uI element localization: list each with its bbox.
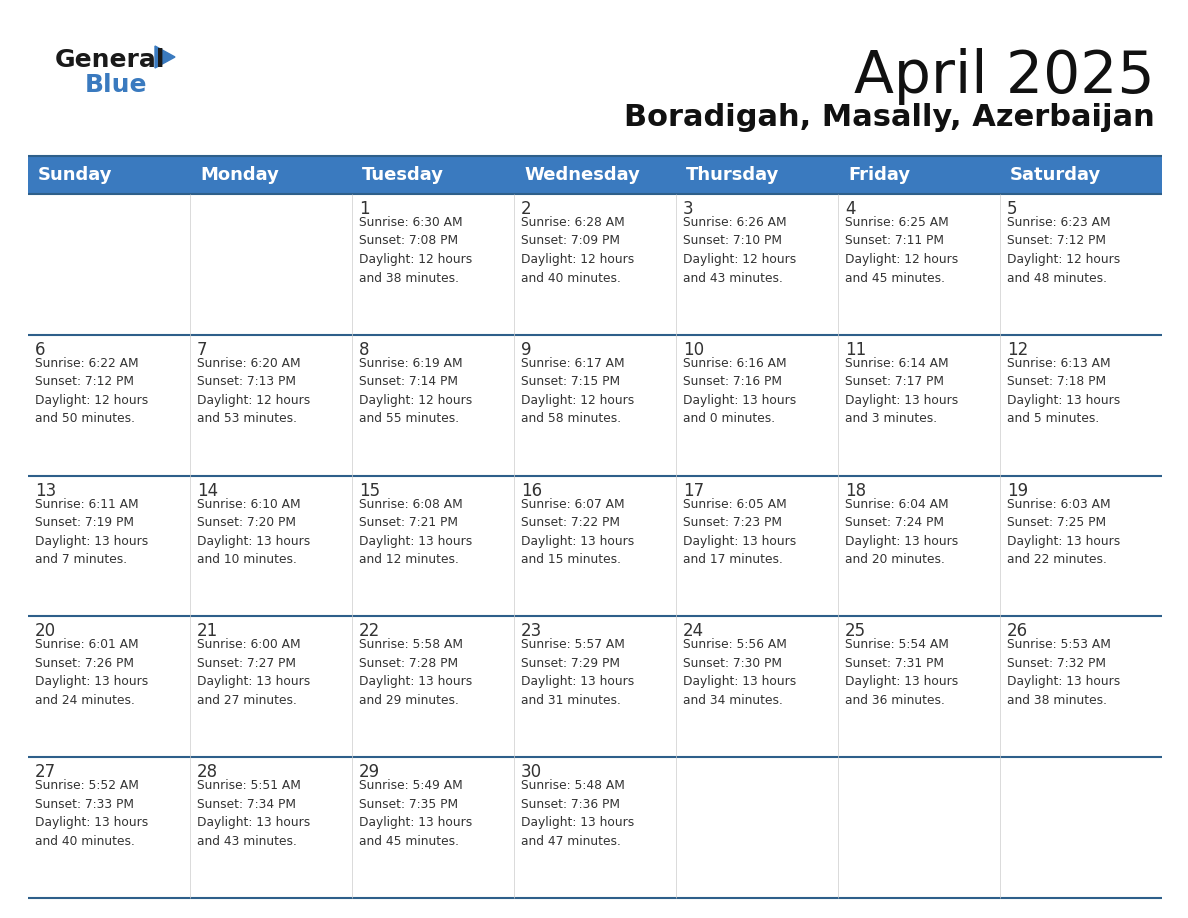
Text: April 2025: April 2025: [854, 48, 1155, 105]
Text: 6: 6: [34, 341, 45, 359]
Text: Sunrise: 6:23 AM
Sunset: 7:12 PM
Daylight: 12 hours
and 48 minutes.: Sunrise: 6:23 AM Sunset: 7:12 PM Dayligh…: [1007, 216, 1120, 285]
Bar: [29, 335, 1162, 476]
Text: 3: 3: [683, 200, 694, 218]
Text: 16: 16: [522, 482, 542, 499]
Text: 10: 10: [683, 341, 704, 359]
Text: 17: 17: [683, 482, 704, 499]
Polygon shape: [154, 46, 175, 68]
Text: 7: 7: [197, 341, 208, 359]
Text: Sunrise: 5:53 AM
Sunset: 7:32 PM
Daylight: 13 hours
and 38 minutes.: Sunrise: 5:53 AM Sunset: 7:32 PM Dayligh…: [1007, 638, 1120, 707]
Text: Sunrise: 5:49 AM
Sunset: 7:35 PM
Daylight: 13 hours
and 45 minutes.: Sunrise: 5:49 AM Sunset: 7:35 PM Dayligh…: [359, 779, 473, 847]
Text: Sunrise: 5:51 AM
Sunset: 7:34 PM
Daylight: 13 hours
and 43 minutes.: Sunrise: 5:51 AM Sunset: 7:34 PM Dayligh…: [197, 779, 310, 847]
Text: 25: 25: [845, 622, 866, 641]
Bar: [29, 616, 1162, 757]
Text: 12: 12: [1007, 341, 1029, 359]
Text: 11: 11: [845, 341, 866, 359]
Text: Sunrise: 5:54 AM
Sunset: 7:31 PM
Daylight: 13 hours
and 36 minutes.: Sunrise: 5:54 AM Sunset: 7:31 PM Dayligh…: [845, 638, 959, 707]
Text: Sunday: Sunday: [38, 166, 113, 184]
Text: 8: 8: [359, 341, 369, 359]
Text: 21: 21: [197, 622, 219, 641]
Text: Sunrise: 5:58 AM
Sunset: 7:28 PM
Daylight: 13 hours
and 29 minutes.: Sunrise: 5:58 AM Sunset: 7:28 PM Dayligh…: [359, 638, 473, 707]
Text: Sunrise: 5:56 AM
Sunset: 7:30 PM
Daylight: 13 hours
and 34 minutes.: Sunrise: 5:56 AM Sunset: 7:30 PM Dayligh…: [683, 638, 796, 707]
Text: Sunrise: 6:01 AM
Sunset: 7:26 PM
Daylight: 13 hours
and 24 minutes.: Sunrise: 6:01 AM Sunset: 7:26 PM Dayligh…: [34, 638, 148, 707]
Text: 2: 2: [522, 200, 531, 218]
Text: Sunrise: 6:11 AM
Sunset: 7:19 PM
Daylight: 13 hours
and 7 minutes.: Sunrise: 6:11 AM Sunset: 7:19 PM Dayligh…: [34, 498, 148, 566]
Bar: [29, 757, 1162, 898]
Text: Sunrise: 6:05 AM
Sunset: 7:23 PM
Daylight: 13 hours
and 17 minutes.: Sunrise: 6:05 AM Sunset: 7:23 PM Dayligh…: [683, 498, 796, 566]
Text: Saturday: Saturday: [1010, 166, 1101, 184]
Text: Sunrise: 6:16 AM
Sunset: 7:16 PM
Daylight: 13 hours
and 0 minutes.: Sunrise: 6:16 AM Sunset: 7:16 PM Dayligh…: [683, 357, 796, 425]
Text: 4: 4: [845, 200, 855, 218]
Text: 14: 14: [197, 482, 219, 499]
Text: 1: 1: [359, 200, 369, 218]
Bar: [29, 156, 1162, 194]
Text: Tuesday: Tuesday: [362, 166, 444, 184]
Text: 13: 13: [34, 482, 56, 499]
Text: Sunrise: 6:17 AM
Sunset: 7:15 PM
Daylight: 12 hours
and 58 minutes.: Sunrise: 6:17 AM Sunset: 7:15 PM Dayligh…: [522, 357, 634, 425]
Text: Sunrise: 6:30 AM
Sunset: 7:08 PM
Daylight: 12 hours
and 38 minutes.: Sunrise: 6:30 AM Sunset: 7:08 PM Dayligh…: [359, 216, 473, 285]
Text: 23: 23: [522, 622, 542, 641]
Text: Sunrise: 6:28 AM
Sunset: 7:09 PM
Daylight: 12 hours
and 40 minutes.: Sunrise: 6:28 AM Sunset: 7:09 PM Dayligh…: [522, 216, 634, 285]
Bar: [29, 194, 1162, 335]
Text: Sunrise: 6:07 AM
Sunset: 7:22 PM
Daylight: 13 hours
and 15 minutes.: Sunrise: 6:07 AM Sunset: 7:22 PM Dayligh…: [522, 498, 634, 566]
Text: 20: 20: [34, 622, 56, 641]
Text: 9: 9: [522, 341, 531, 359]
Text: 26: 26: [1007, 622, 1028, 641]
Text: Sunrise: 6:19 AM
Sunset: 7:14 PM
Daylight: 12 hours
and 55 minutes.: Sunrise: 6:19 AM Sunset: 7:14 PM Dayligh…: [359, 357, 473, 425]
Text: Wednesday: Wednesday: [524, 166, 640, 184]
Text: Blue: Blue: [86, 73, 147, 97]
Text: Sunrise: 6:04 AM
Sunset: 7:24 PM
Daylight: 13 hours
and 20 minutes.: Sunrise: 6:04 AM Sunset: 7:24 PM Dayligh…: [845, 498, 959, 566]
Text: 30: 30: [522, 763, 542, 781]
Text: Sunrise: 6:25 AM
Sunset: 7:11 PM
Daylight: 12 hours
and 45 minutes.: Sunrise: 6:25 AM Sunset: 7:11 PM Dayligh…: [845, 216, 959, 285]
Text: 5: 5: [1007, 200, 1017, 218]
Text: Monday: Monday: [200, 166, 279, 184]
Text: Sunrise: 6:26 AM
Sunset: 7:10 PM
Daylight: 12 hours
and 43 minutes.: Sunrise: 6:26 AM Sunset: 7:10 PM Dayligh…: [683, 216, 796, 285]
Text: Thursday: Thursday: [685, 166, 779, 184]
Text: Sunrise: 5:52 AM
Sunset: 7:33 PM
Daylight: 13 hours
and 40 minutes.: Sunrise: 5:52 AM Sunset: 7:33 PM Dayligh…: [34, 779, 148, 847]
Text: Sunrise: 6:10 AM
Sunset: 7:20 PM
Daylight: 13 hours
and 10 minutes.: Sunrise: 6:10 AM Sunset: 7:20 PM Dayligh…: [197, 498, 310, 566]
Text: Boradigah, Masally, Azerbaijan: Boradigah, Masally, Azerbaijan: [624, 103, 1155, 132]
Text: Sunrise: 6:08 AM
Sunset: 7:21 PM
Daylight: 13 hours
and 12 minutes.: Sunrise: 6:08 AM Sunset: 7:21 PM Dayligh…: [359, 498, 473, 566]
Text: Sunrise: 5:57 AM
Sunset: 7:29 PM
Daylight: 13 hours
and 31 minutes.: Sunrise: 5:57 AM Sunset: 7:29 PM Dayligh…: [522, 638, 634, 707]
Bar: [29, 476, 1162, 616]
Text: 22: 22: [359, 622, 380, 641]
Text: 24: 24: [683, 622, 704, 641]
Text: Sunrise: 6:14 AM
Sunset: 7:17 PM
Daylight: 13 hours
and 3 minutes.: Sunrise: 6:14 AM Sunset: 7:17 PM Dayligh…: [845, 357, 959, 425]
Text: 28: 28: [197, 763, 219, 781]
Text: 15: 15: [359, 482, 380, 499]
Text: Sunrise: 6:20 AM
Sunset: 7:13 PM
Daylight: 12 hours
and 53 minutes.: Sunrise: 6:20 AM Sunset: 7:13 PM Dayligh…: [197, 357, 310, 425]
Text: Sunrise: 6:03 AM
Sunset: 7:25 PM
Daylight: 13 hours
and 22 minutes.: Sunrise: 6:03 AM Sunset: 7:25 PM Dayligh…: [1007, 498, 1120, 566]
Text: Sunrise: 6:22 AM
Sunset: 7:12 PM
Daylight: 12 hours
and 50 minutes.: Sunrise: 6:22 AM Sunset: 7:12 PM Dayligh…: [34, 357, 148, 425]
Text: 19: 19: [1007, 482, 1028, 499]
Text: Sunrise: 6:13 AM
Sunset: 7:18 PM
Daylight: 13 hours
and 5 minutes.: Sunrise: 6:13 AM Sunset: 7:18 PM Dayligh…: [1007, 357, 1120, 425]
Text: Friday: Friday: [848, 166, 910, 184]
Text: Sunrise: 5:48 AM
Sunset: 7:36 PM
Daylight: 13 hours
and 47 minutes.: Sunrise: 5:48 AM Sunset: 7:36 PM Dayligh…: [522, 779, 634, 847]
Text: Sunrise: 6:00 AM
Sunset: 7:27 PM
Daylight: 13 hours
and 27 minutes.: Sunrise: 6:00 AM Sunset: 7:27 PM Dayligh…: [197, 638, 310, 707]
Text: 18: 18: [845, 482, 866, 499]
Text: 29: 29: [359, 763, 380, 781]
Text: 27: 27: [34, 763, 56, 781]
Text: General: General: [55, 48, 165, 72]
